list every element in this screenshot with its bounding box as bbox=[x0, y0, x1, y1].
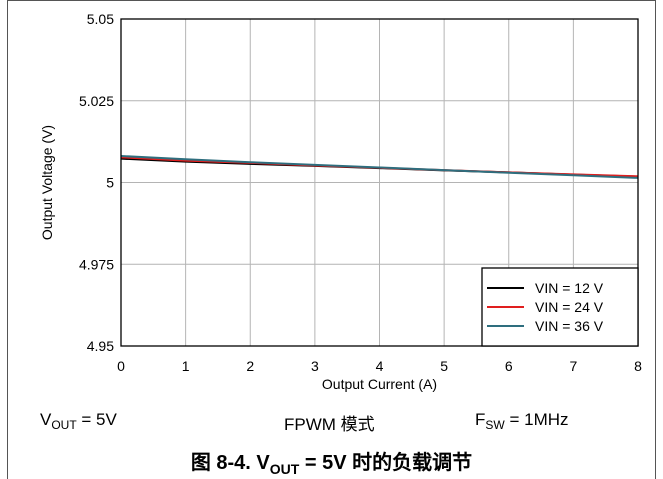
legend-label-3: VIN = 36 V bbox=[535, 318, 604, 334]
y-tick-label: 4.95 bbox=[87, 338, 114, 354]
x-tick-label: 8 bbox=[634, 358, 642, 374]
x-tick-label: 1 bbox=[182, 358, 190, 374]
y-tick-label: 5 bbox=[106, 175, 114, 191]
y-tick-label: 4.975 bbox=[79, 256, 114, 272]
legend-label-2: VIN = 24 V bbox=[535, 299, 604, 315]
caption-prefix: 图 8-4. V bbox=[190, 452, 270, 474]
x-tick-label: 6 bbox=[505, 358, 513, 374]
fsw-condition: FSW = 1MHz bbox=[475, 410, 569, 432]
caption-subscript: OUT bbox=[269, 461, 300, 477]
vout-symbol: V bbox=[40, 410, 52, 429]
plot-area-border bbox=[120, 18, 639, 347]
caption-suffix: = 5V 时的负载调节 bbox=[299, 452, 473, 474]
series-line-3 bbox=[120, 155, 639, 179]
vout-condition: VOUT = 5V bbox=[40, 410, 117, 432]
x-tick-label: 4 bbox=[376, 358, 384, 374]
fsw-value: = 1MHz bbox=[504, 410, 569, 429]
fsw-subscript: SW bbox=[485, 418, 505, 432]
mode-condition: FPWM 模式 bbox=[284, 415, 375, 434]
y-tick-label: 5.025 bbox=[79, 93, 114, 109]
frame-border-left bbox=[7, 0, 8, 479]
x-tick-label: 2 bbox=[246, 358, 254, 374]
legend: VIN = 12 V VIN = 24 V VIN = 36 V bbox=[481, 267, 639, 347]
series-lines bbox=[120, 155, 639, 179]
frame-border-top bbox=[7, 0, 656, 1]
legend-label-1: VIN = 12 V bbox=[535, 280, 604, 296]
x-tick-label: 3 bbox=[311, 358, 319, 374]
fsw-symbol: F bbox=[475, 410, 486, 429]
x-tick-label: 0 bbox=[117, 358, 125, 374]
y-axis-title: Output Voltage (V) bbox=[39, 125, 55, 240]
x-axis-title: Output Current (A) bbox=[322, 376, 437, 392]
vout-value: = 5V bbox=[76, 410, 117, 429]
y-tick-label: 5.05 bbox=[87, 11, 114, 27]
x-tick-label: 7 bbox=[569, 358, 577, 374]
x-tick-label: 5 bbox=[440, 358, 448, 374]
x-tick-labels: 0 1 2 3 4 5 6 7 8 bbox=[117, 358, 642, 374]
vout-subscript: OUT bbox=[51, 418, 77, 432]
frame-border-right bbox=[655, 0, 656, 479]
load-regulation-chart: 0 1 2 3 4 5 6 7 8 4.95 4.975 5 5.025 5.05 Output Cur… bbox=[39, 11, 642, 392]
figure-caption: 图 8-4. VOUT = 5V 时的负载调节 bbox=[0, 446, 663, 477]
y-tick-labels: 4.95 4.975 5 5.025 5.05 bbox=[79, 11, 114, 354]
grid-lines bbox=[121, 19, 638, 346]
